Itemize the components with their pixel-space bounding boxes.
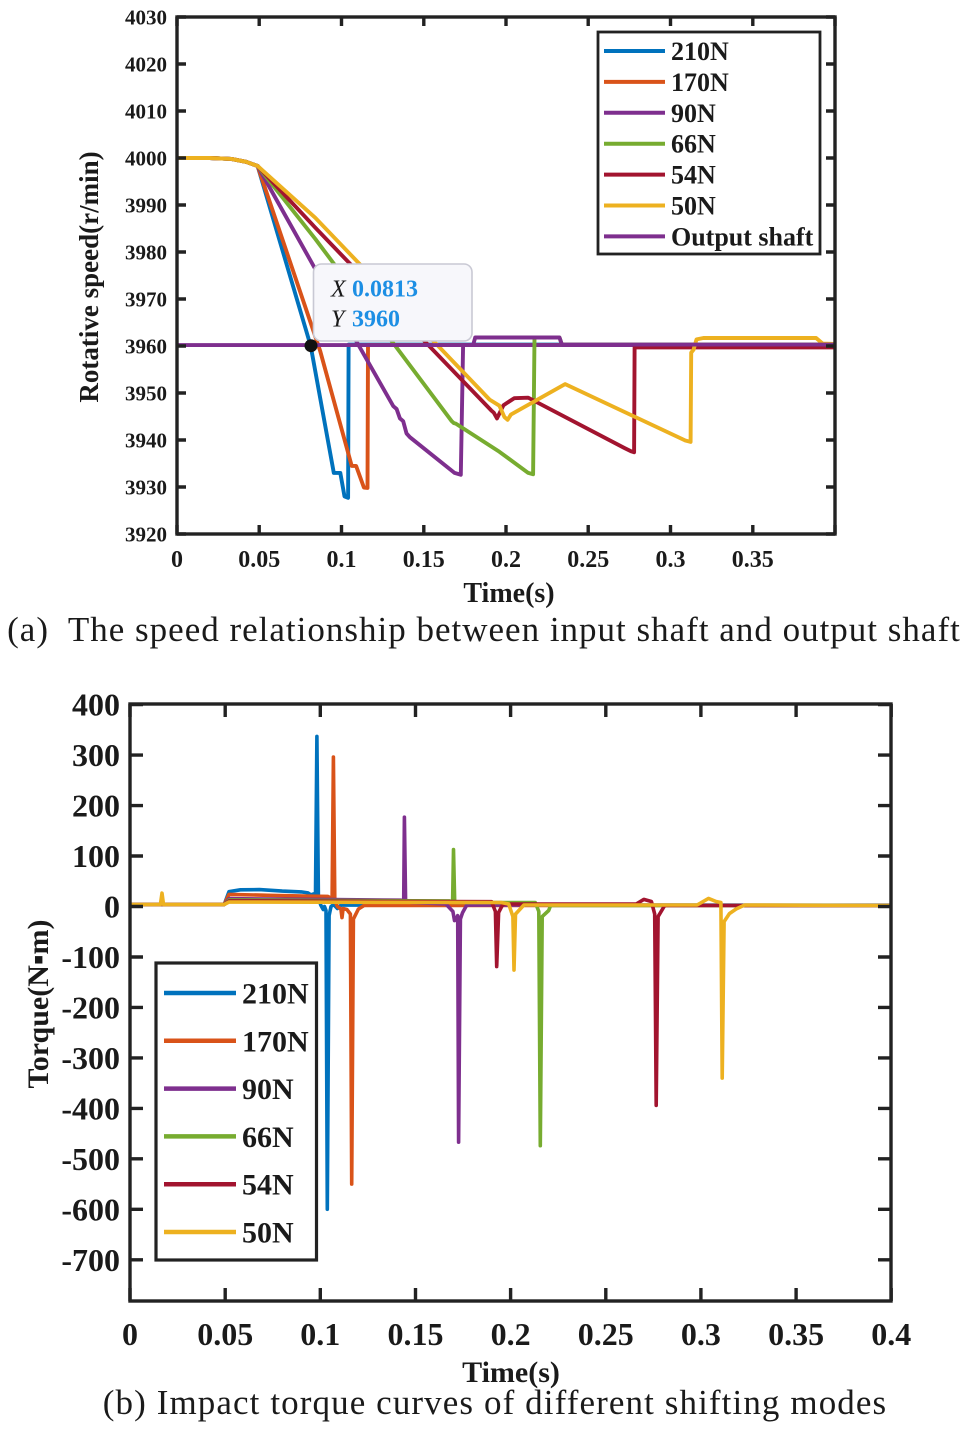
svg-text:0.15: 0.15 [403, 547, 445, 573]
svg-text:4010: 4010 [125, 100, 167, 124]
svg-text:-100: -100 [61, 939, 120, 975]
svg-text:-500: -500 [61, 1141, 120, 1177]
svg-text:400: 400 [72, 687, 120, 723]
svg-text:0.15: 0.15 [388, 1316, 444, 1352]
svg-text:3960: 3960 [125, 335, 167, 359]
svg-text:0.35: 0.35 [732, 547, 774, 573]
svg-text:Torque(N▪m): Torque(N▪m) [22, 920, 55, 1089]
svg-text:90N: 90N [671, 99, 716, 128]
svg-text:4000: 4000 [125, 147, 167, 171]
svg-text:0.0813: 0.0813 [352, 277, 418, 303]
svg-text:170N: 170N [671, 68, 729, 97]
svg-text:66N: 66N [671, 130, 716, 159]
svg-text:0.3: 0.3 [656, 547, 686, 573]
svg-text:0.4: 0.4 [871, 1316, 911, 1352]
svg-text:-300: -300 [61, 1040, 120, 1076]
svg-text:200: 200 [72, 788, 120, 824]
svg-text:3930: 3930 [125, 476, 167, 500]
svg-text:4020: 4020 [125, 53, 167, 77]
svg-text:3970: 3970 [125, 288, 167, 312]
svg-text:0.05: 0.05 [238, 547, 280, 573]
svg-text:Time(s): Time(s) [463, 578, 554, 609]
svg-text:Y: Y [331, 307, 347, 333]
svg-text:0.25: 0.25 [567, 547, 609, 573]
svg-text:3990: 3990 [125, 194, 167, 218]
svg-text:3940: 3940 [125, 429, 167, 453]
svg-text:300: 300 [72, 737, 120, 773]
svg-text:66N: 66N [242, 1121, 294, 1154]
svg-text:50N: 50N [671, 192, 716, 221]
svg-text:3980: 3980 [125, 241, 167, 265]
svg-text:3920: 3920 [125, 523, 167, 547]
svg-text:(a) The speed relationship be: (a) The speed relationship between input… [7, 610, 961, 649]
svg-text:3960: 3960 [352, 307, 400, 333]
svg-text:0.35: 0.35 [768, 1316, 824, 1352]
svg-text:X: X [330, 277, 347, 303]
svg-text:-600: -600 [61, 1191, 120, 1227]
svg-text:Rotative speed(r/min): Rotative speed(r/min) [74, 151, 104, 402]
svg-text:0.2: 0.2 [491, 547, 521, 573]
svg-text:-400: -400 [61, 1090, 120, 1126]
svg-text:4030: 4030 [125, 6, 167, 30]
svg-text:(b) Impact torque curves of di: (b) Impact torque curves of different sh… [103, 1383, 888, 1422]
svg-text:100: 100 [72, 838, 120, 874]
svg-text:54N: 54N [242, 1169, 294, 1202]
svg-text:Output shaft: Output shaft [671, 222, 814, 251]
svg-text:210N: 210N [242, 978, 309, 1011]
svg-text:210N: 210N [671, 37, 729, 66]
svg-text:0: 0 [171, 547, 183, 573]
svg-text:3950: 3950 [125, 382, 167, 406]
svg-text:0: 0 [104, 889, 120, 925]
svg-text:Time(s): Time(s) [462, 1356, 560, 1389]
svg-text:0.1: 0.1 [300, 1316, 340, 1352]
svg-text:-700: -700 [61, 1242, 120, 1278]
svg-text:0.1: 0.1 [327, 547, 357, 573]
svg-text:170N: 170N [242, 1025, 309, 1058]
svg-text:0.05: 0.05 [197, 1316, 253, 1352]
svg-text:54N: 54N [671, 161, 716, 190]
svg-text:-200: -200 [61, 989, 120, 1025]
svg-text:50N: 50N [242, 1217, 294, 1250]
svg-text:0: 0 [122, 1316, 138, 1352]
svg-text:90N: 90N [242, 1073, 294, 1106]
svg-text:0.3: 0.3 [681, 1316, 721, 1352]
svg-text:0.25: 0.25 [578, 1316, 634, 1352]
svg-text:0.2: 0.2 [491, 1316, 531, 1352]
